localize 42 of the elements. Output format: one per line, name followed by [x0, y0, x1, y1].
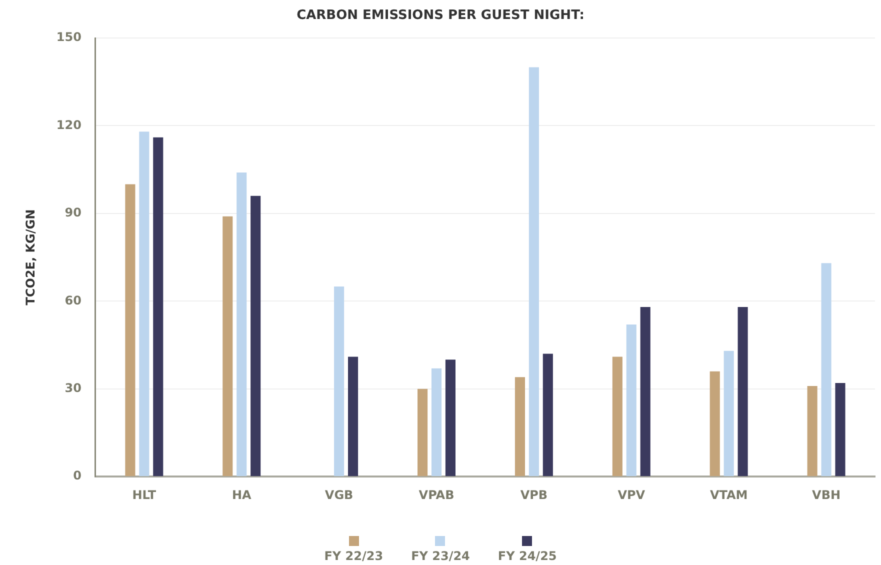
bar [222, 216, 233, 476]
y-tick-label: 150 [56, 30, 82, 44]
legend-label: FY 22/23 [324, 549, 384, 563]
y-tick-label: 90 [64, 206, 82, 220]
y-tick-label: 120 [56, 118, 82, 132]
bar [514, 377, 526, 476]
bar [807, 386, 818, 476]
bar [835, 383, 846, 476]
y-tick-label: 30 [64, 381, 82, 396]
bar [250, 196, 261, 476]
x-tick-label: HA [232, 488, 252, 502]
bar [640, 307, 650, 476]
bar [445, 360, 456, 476]
bar [348, 356, 358, 476]
legend-label: FY 23/24 [411, 549, 470, 563]
bar [153, 137, 164, 476]
x-tick-label: VPB [520, 488, 548, 502]
bar [139, 132, 150, 476]
x-tick-label: VBH [812, 488, 841, 502]
x-tick-label: VPAB [418, 488, 454, 502]
y-tick-label: 0 [73, 468, 82, 483]
bar [626, 324, 636, 476]
x-tick-label: VPV [618, 488, 646, 502]
x-tick-label: VGB [324, 488, 354, 502]
chart-title: CARBON EMISSIONS PER GUEST NIGHT: [296, 8, 586, 23]
bar [334, 286, 344, 476]
x-tick-label: HLT [132, 488, 157, 502]
bar [431, 368, 442, 476]
bar [418, 388, 428, 476]
y-tick-label: 60 [64, 293, 82, 308]
bar [236, 172, 247, 476]
bar [724, 350, 734, 476]
bar [738, 307, 748, 476]
bar [542, 354, 553, 476]
legend-label: FY 24/25 [498, 549, 557, 563]
y-axis-title: TCO2E, KG/GN [23, 209, 38, 306]
x-tick-label: VTAM [710, 488, 748, 502]
bar [710, 371, 720, 476]
bar [125, 184, 136, 476]
bar [528, 67, 539, 476]
bar [821, 263, 832, 476]
bar [612, 356, 622, 476]
